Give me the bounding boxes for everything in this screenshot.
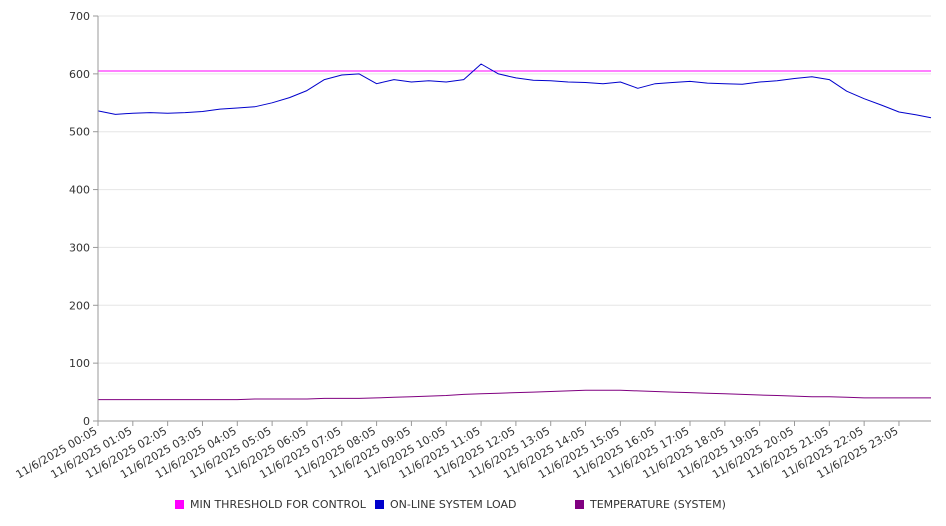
- y-tick-label: 500: [69, 126, 90, 139]
- legend-item-temperature[interactable]: TEMPERATURE (SYSTEM): [575, 498, 726, 511]
- legend-item-threshold[interactable]: MIN THRESHOLD FOR CONTROL: [175, 498, 366, 511]
- grid-lines: [98, 15, 931, 422]
- y-tick-label: 400: [69, 184, 90, 197]
- y-tick-label: 600: [69, 68, 90, 81]
- axes: [97, 16, 931, 422]
- y-tick-label: 300: [69, 241, 90, 254]
- legend-item-load[interactable]: ON-LINE SYSTEM LOAD: [375, 498, 516, 511]
- legend-swatch-load: [375, 500, 384, 509]
- system-load-line: [97, 63, 932, 119]
- series-layer: [97, 63, 932, 401]
- y-axis-ticks: 0 100 200 300 400 500 600 700: [69, 10, 98, 428]
- legend-swatch-threshold: [175, 500, 184, 509]
- legend-label-load: ON-LINE SYSTEM LOAD: [390, 498, 517, 511]
- y-tick-label: 0: [83, 415, 90, 428]
- y-tick-label: 700: [69, 10, 90, 23]
- legend-swatch-temperature: [575, 500, 584, 509]
- y-tick-label: 100: [69, 357, 90, 370]
- y-tick-label: 200: [69, 299, 90, 312]
- temperature-line: [98, 389, 931, 401]
- legend: MIN THRESHOLD FOR CONTROL ON-LINE SYSTEM…: [0, 498, 946, 514]
- legend-label-temperature: TEMPERATURE (SYSTEM): [590, 498, 726, 511]
- legend-label-threshold: MIN THRESHOLD FOR CONTROL: [190, 498, 366, 511]
